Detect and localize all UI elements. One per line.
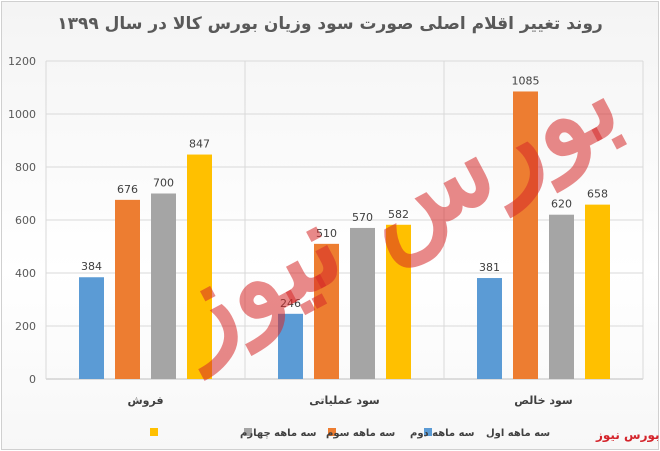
x-tick-label: فروش [127, 394, 163, 407]
data-label: 582 [388, 208, 409, 221]
source-credit: بورس نیوز [596, 428, 660, 442]
x-tick-label: سود عملیاتی [309, 394, 379, 407]
y-tick-label: 600 [15, 214, 36, 227]
data-label: 676 [117, 183, 138, 196]
chart-title: روند تغییر اقلام اصلی صورت سود وزیان بور… [57, 14, 603, 34]
legend-swatch [150, 428, 158, 436]
bar [513, 91, 538, 379]
y-tick-label: 1000 [8, 108, 36, 121]
y-tick-label: 800 [15, 161, 36, 174]
bar [386, 224, 411, 379]
data-label: 381 [479, 261, 500, 274]
bar [187, 154, 212, 379]
data-label: 246 [280, 297, 301, 310]
legend-swatch [328, 428, 336, 436]
legend-label: سه ماهه دوم [410, 428, 475, 439]
bar [549, 214, 574, 379]
bar [151, 193, 176, 379]
legend-swatch [424, 428, 432, 436]
data-label: 1085 [512, 74, 540, 87]
legend-label: سه ماهه اول [486, 428, 550, 439]
bar [79, 277, 104, 379]
bar [585, 204, 610, 379]
data-label: 510 [316, 227, 337, 240]
y-tick-label: 200 [15, 320, 36, 333]
data-label: 847 [189, 138, 210, 151]
x-tick-label: سود خالص [514, 394, 572, 407]
legend-label: سه ماهه چهارم [240, 428, 317, 439]
data-label: 658 [587, 188, 608, 201]
data-label: 384 [81, 260, 102, 273]
legend-swatch [244, 428, 252, 436]
legend-label: سه ماهه سوم [326, 428, 395, 439]
bar [314, 243, 339, 379]
data-label: 570 [352, 211, 373, 224]
bar [477, 278, 502, 379]
bar [350, 227, 375, 379]
y-tick-label: 400 [15, 267, 36, 280]
data-label: 700 [153, 177, 174, 190]
bar [115, 199, 140, 379]
y-tick-label: 0 [29, 373, 36, 386]
bar [278, 313, 303, 379]
data-label: 620 [551, 198, 572, 211]
y-tick-label: 1200 [8, 55, 36, 68]
